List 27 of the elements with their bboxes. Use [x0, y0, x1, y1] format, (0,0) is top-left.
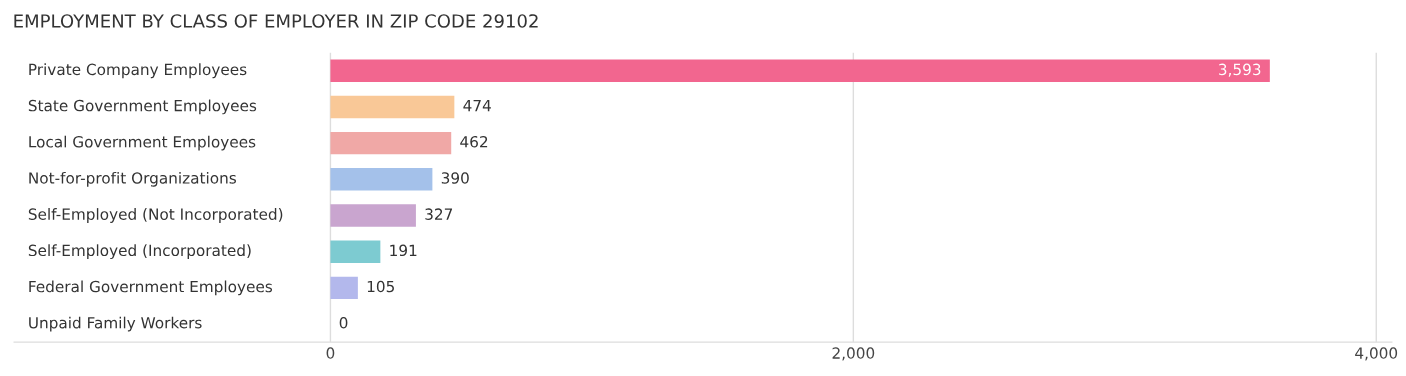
bar: [330, 168, 433, 191]
x-tick-label: 2,000: [832, 347, 875, 361]
bar: [330, 276, 358, 300]
bar: [330, 204, 416, 227]
y-tick-label: Federal Government Employees: [29, 280, 273, 296]
y-tick-label: Not-for-profit Organizations: [29, 171, 236, 187]
bar: [330, 240, 381, 263]
data-label: 462: [460, 135, 488, 148]
bar: [330, 95, 455, 119]
x-tick-label: 0: [326, 347, 335, 359]
data-label: 327: [425, 208, 453, 220]
x-tick-label: 4,000: [1355, 347, 1398, 361]
y-tick-label: Local Government Employees: [29, 135, 256, 151]
data-label: 191: [390, 244, 417, 257]
bar: [330, 59, 1270, 82]
y-tick-label: Private Company Employees: [29, 63, 247, 79]
data-label: 474: [463, 100, 491, 112]
data-label: 105: [367, 280, 394, 293]
data-label: 390: [441, 172, 469, 184]
y-tick-label: Self-Employed (Not Incorporated): [28, 208, 283, 223]
bar: [330, 131, 452, 155]
y-tick-label: State Government Employees: [28, 99, 257, 115]
data-label: 0: [339, 316, 348, 329]
y-tick-label: Unpaid Family Workers: [29, 316, 202, 332]
y-tick-label: Self-Employed (Incorporated): [28, 244, 251, 260]
data-label: 3,593: [1219, 63, 1261, 77]
chart-title: EMPLOYMENT BY CLASS OF EMPLOYER IN ZIP CODE 29102: [14, 14, 538, 28]
